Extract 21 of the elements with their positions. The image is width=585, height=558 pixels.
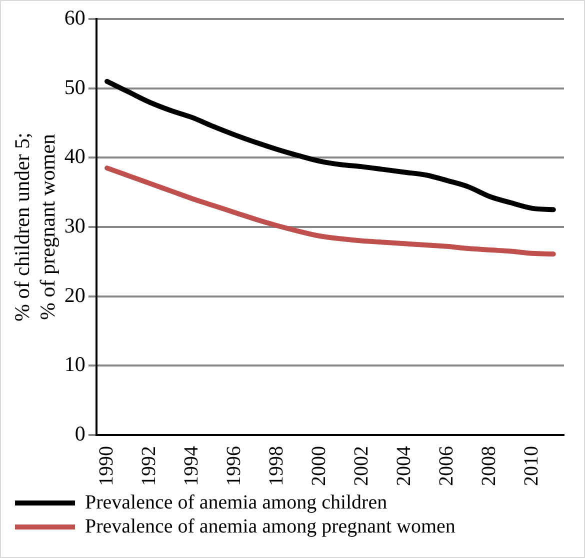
x-tick-label: 1998 (265, 446, 288, 486)
x-tick-label: 2008 (478, 446, 500, 486)
x-tick-label: 2010 (520, 446, 542, 486)
y-tick-label: 20 (64, 282, 86, 307)
y-tick-label: 50 (64, 74, 86, 99)
legend-label: Prevalence of anemia among pregnant women (85, 515, 456, 538)
x-tick-label: 2000 (308, 446, 330, 486)
y-tick-label: 0 (74, 422, 86, 446)
x-tick-label: 2002 (350, 446, 372, 486)
legend-label: Prevalence of anemia among children (85, 491, 388, 514)
x-tick-label: 2004 (392, 446, 415, 486)
x-tick-label: 1994 (180, 446, 202, 486)
x-tick-label: 2006 (435, 446, 458, 486)
x-tick-label: 1996 (222, 446, 245, 486)
y-tick-label: 30 (64, 214, 86, 238)
y-axis-title: % of children under 5; % of pregnant women (10, 132, 60, 322)
y-tick-label: 40 (64, 144, 86, 168)
y-tick-label: 60 (64, 6, 86, 30)
x-tick-label: 1992 (138, 446, 160, 486)
y-tick-label: 10 (64, 352, 86, 376)
x-tick-label: 1990 (95, 446, 118, 486)
